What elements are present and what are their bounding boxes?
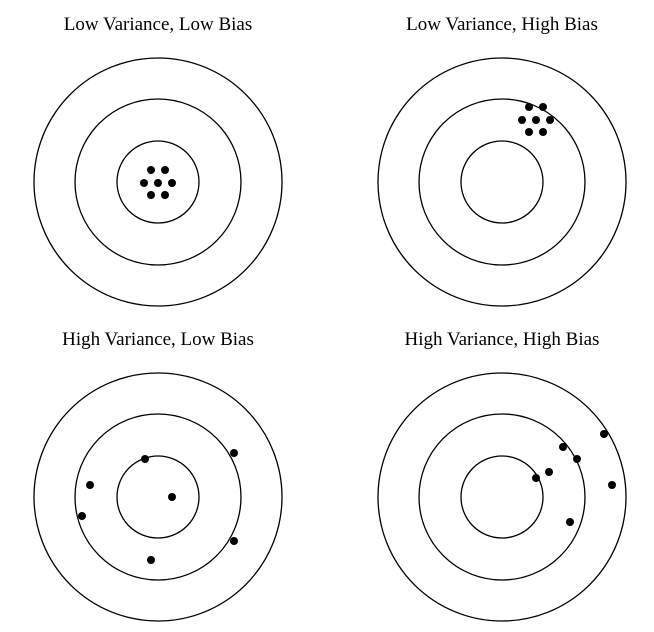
shot (147, 166, 155, 174)
panel-title: Low Variance, High Bias (406, 14, 598, 35)
shots (532, 430, 616, 526)
target (33, 372, 283, 622)
shot (140, 179, 148, 187)
ring (418, 413, 586, 581)
shot (86, 481, 94, 489)
ring (377, 57, 627, 307)
shot (546, 116, 554, 124)
shot (168, 179, 176, 187)
shot (147, 556, 155, 564)
shot (141, 455, 149, 463)
target (377, 372, 627, 622)
shot (154, 179, 162, 187)
ring (33, 57, 283, 307)
target (377, 57, 627, 307)
panel-title: High Variance, High Bias (405, 329, 600, 350)
shot (147, 191, 155, 199)
shot (525, 103, 533, 111)
ring (418, 98, 586, 266)
shot (230, 449, 238, 457)
panel-title: Low Variance, Low Bias (64, 14, 253, 35)
ring (460, 455, 544, 539)
shot (168, 493, 176, 501)
shot (161, 191, 169, 199)
ring (33, 372, 283, 622)
shot (545, 468, 553, 476)
shot (608, 481, 616, 489)
ring (460, 140, 544, 224)
shot (161, 166, 169, 174)
panel-title: High Variance, Low Bias (62, 329, 254, 350)
shot (600, 430, 608, 438)
shot (525, 128, 533, 136)
shots (518, 103, 554, 136)
ring (74, 98, 242, 266)
target (33, 57, 283, 307)
shot (532, 116, 540, 124)
shot (539, 128, 547, 136)
shot (532, 474, 540, 482)
ring (377, 372, 627, 622)
shot (539, 103, 547, 111)
shots (140, 166, 176, 199)
shots (78, 449, 238, 564)
ring (116, 455, 200, 539)
shot (230, 537, 238, 545)
shot (566, 518, 574, 526)
shot (78, 512, 86, 520)
shot (573, 455, 581, 463)
shot (559, 443, 567, 451)
ring (116, 140, 200, 224)
ring (74, 413, 242, 581)
shot (518, 116, 526, 124)
